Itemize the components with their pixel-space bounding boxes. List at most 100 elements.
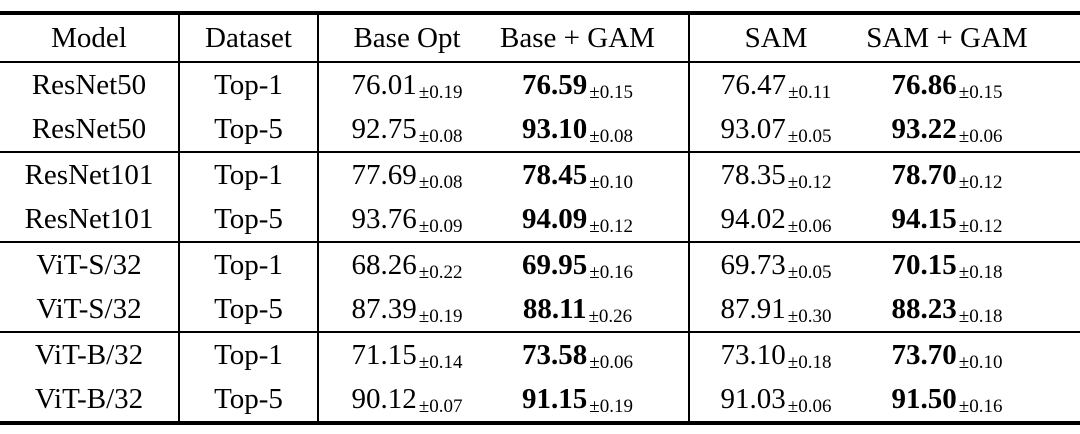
metric-value: 76.47 [720, 68, 787, 101]
cell-dataset: Top-1 [178, 153, 317, 197]
metric-stddev: ±0.30 [787, 305, 832, 327]
cell-sam: 69.73 ±0.05 [688, 243, 862, 287]
cell-sam-gam: 70.15 ±0.18 [862, 243, 1080, 287]
cell-model: ViT-S/32 [0, 243, 178, 287]
cell-dataset: Top-1 [178, 63, 317, 107]
cell-sam-gam: 93.22 ±0.06 [862, 107, 1080, 151]
metric-value: 93.07 [720, 112, 786, 145]
cell-base-gam: 69.95 ±0.16 [495, 243, 688, 287]
header-label: Model [51, 21, 127, 54]
model-label: ResNet50 [31, 68, 147, 101]
group-separator-rule [0, 151, 1080, 153]
cell-base-opt: 77.69 ±0.08 [317, 153, 495, 197]
metric-value: 76.59 [522, 68, 588, 101]
metric-value: 78.45 [522, 158, 588, 191]
table-group-resnet101: ResNet101 Top-1 77.69 ±0.08 78.45 ±0.10 78… [0, 153, 1080, 241]
metric-value: 78.35 [720, 158, 786, 191]
model-label: ResNet101 [24, 158, 154, 191]
model-label: ViT-B/32 [34, 382, 144, 415]
metric-stddev: ±0.12 [958, 215, 1003, 237]
metric-value: 91.15 [522, 382, 588, 415]
metric-stddev: ±0.05 [787, 125, 832, 147]
metric-value: 69.73 [720, 248, 786, 281]
cell-base-opt: 90.12 ±0.07 [317, 377, 495, 421]
cell-base-gam: 93.10 ±0.08 [495, 107, 688, 151]
metric-stddev: ±0.09 [418, 215, 463, 237]
metric-stddev: ±0.16 [589, 261, 633, 283]
cell-dataset: Top-1 [178, 333, 317, 377]
metric-stddev: ±0.22 [418, 261, 463, 283]
metric-value: 88.11 [522, 292, 587, 325]
bottom-rule [0, 421, 1080, 425]
metric-value: 73.58 [522, 338, 588, 371]
metric-value: 94.15 [891, 202, 957, 235]
metric-stddev: ±0.10 [589, 171, 633, 193]
cell-base-opt: 93.76 ±0.09 [317, 197, 495, 241]
metric-value: 92.75 [351, 112, 417, 145]
metric-value: 93.76 [351, 202, 417, 235]
cell-base-gam: 76.59 ±0.15 [495, 63, 688, 107]
metric-value: 94.09 [522, 202, 588, 235]
model-label: ViT-S/32 [36, 292, 142, 325]
metric-stddev: ±0.11 [788, 81, 832, 103]
cell-dataset: Top-1 [178, 243, 317, 287]
model-label: ViT-B/32 [34, 338, 144, 371]
cell-dataset: Top-5 [178, 197, 317, 241]
metric-value: 87.39 [351, 292, 417, 325]
table-row: ResNet50 Top-5 92.75 ±0.08 93.10 ±0.08 93.… [0, 107, 1080, 151]
dataset-label: Top-5 [214, 382, 283, 415]
cell-model: ViT-S/32 [0, 287, 178, 331]
metric-value: 91.50 [891, 382, 957, 415]
metric-stddev: ±0.14 [418, 351, 463, 373]
metric-value: 70.15 [891, 248, 957, 281]
table-group-vit-b32: ViT-B/32 Top-1 71.15 ±0.14 73.58 ±0.06 73.… [0, 333, 1080, 421]
cell-model: ResNet50 [0, 63, 178, 107]
header-label: SAM [744, 21, 808, 54]
header-label: SAM + GAM [866, 21, 1028, 54]
cell-sam-gam: 88.23 ±0.18 [862, 287, 1080, 331]
cell-sam: 91.03 ±0.06 [688, 377, 862, 421]
dataset-label: Top-1 [214, 338, 283, 371]
cell-model: ViT-B/32 [0, 333, 178, 377]
metric-stddev: ±0.16 [958, 395, 1003, 417]
metric-value: 94.02 [720, 202, 786, 235]
metric-stddev: ±0.19 [418, 81, 463, 103]
model-label: ResNet50 [31, 112, 147, 145]
metric-value: 76.86 [891, 68, 957, 101]
cell-base-gam: 88.11 ±0.26 [495, 287, 688, 331]
cell-sam: 87.91 ±0.30 [688, 287, 862, 331]
cell-base-opt: 76.01 ±0.19 [317, 63, 495, 107]
metric-stddev: ±0.08 [418, 125, 463, 147]
cell-sam: 73.10 ±0.18 [688, 333, 862, 377]
cell-sam: 93.07 ±0.05 [688, 107, 862, 151]
metric-stddev: ±0.18 [787, 351, 832, 373]
cell-sam-gam: 94.15 ±0.12 [862, 197, 1080, 241]
header-base-opt: Base Opt [317, 15, 495, 61]
cell-model: ViT-B/32 [0, 377, 178, 421]
table-row: ResNet101 Top-5 93.76 ±0.09 94.09 ±0.12 94… [0, 197, 1080, 241]
metric-stddev: ±0.10 [958, 351, 1003, 373]
dataset-label: Top-5 [214, 112, 283, 145]
table-row: ViT-S/32 Top-5 87.39 ±0.19 88.11 ±0.26 87.… [0, 287, 1080, 331]
metric-value: 73.10 [720, 338, 786, 371]
metric-stddev: ±0.15 [958, 81, 1003, 103]
metric-stddev: ±0.06 [787, 395, 832, 417]
cell-base-opt: 68.26 ±0.22 [317, 243, 495, 287]
metric-stddev: ±0.19 [589, 395, 633, 417]
metric-value: 91.03 [720, 382, 786, 415]
cell-base-gam: 94.09 ±0.12 [495, 197, 688, 241]
metric-value: 71.15 [351, 338, 417, 371]
table-row: ResNet50 Top-1 76.01 ±0.19 76.59 ±0.15 76.… [0, 63, 1080, 107]
metric-stddev: ±0.06 [589, 351, 633, 373]
table-row: ViT-B/32 Top-5 90.12 ±0.07 91.15 ±0.19 91.… [0, 377, 1080, 421]
table-row: ViT-S/32 Top-1 68.26 ±0.22 69.95 ±0.16 69.… [0, 243, 1080, 287]
table-group-vit-s32: ViT-S/32 Top-1 68.26 ±0.22 69.95 ±0.16 69.… [0, 243, 1080, 331]
metric-stddev: ±0.12 [589, 215, 633, 237]
metric-value: 68.26 [351, 248, 417, 281]
metric-value: 77.69 [351, 158, 417, 191]
metric-stddev: ±0.06 [787, 215, 832, 237]
metric-stddev: ±0.18 [958, 305, 1003, 327]
header-model: Model [0, 15, 178, 61]
dataset-label: Top-5 [214, 202, 283, 235]
table-row: ViT-B/32 Top-1 71.15 ±0.14 73.58 ±0.06 73.… [0, 333, 1080, 377]
